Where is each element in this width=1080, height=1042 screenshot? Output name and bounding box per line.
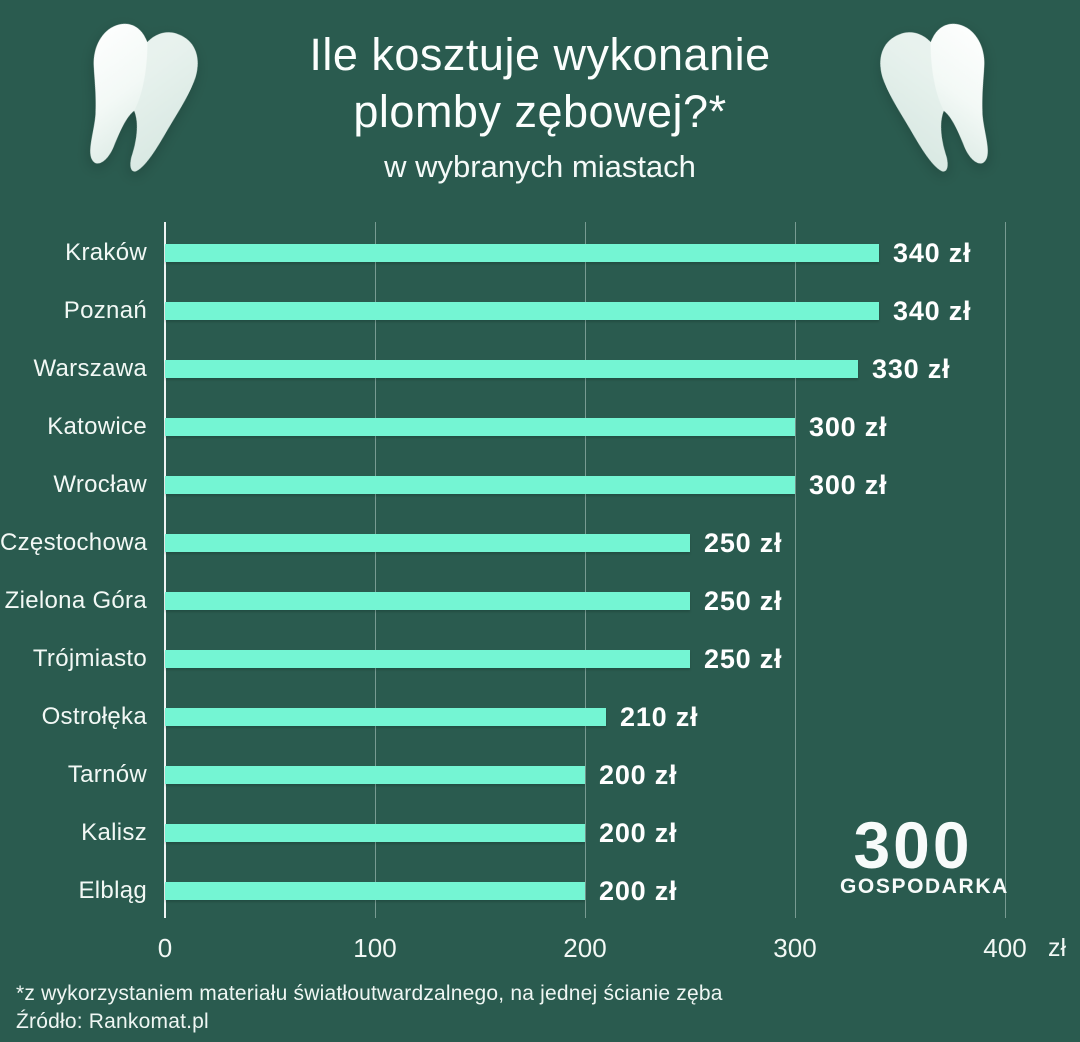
bar (165, 766, 585, 784)
x-tick-label: 300 (773, 933, 817, 963)
bar-value-label: 210 zł (620, 702, 699, 732)
bar-value-label: 250 zł (704, 528, 783, 558)
logo-name: GOSPODARKA (840, 875, 1009, 898)
category-label: Warszawa (33, 355, 147, 382)
category-label: Częstochowa (0, 529, 148, 556)
x-axis-unit-label: zł (1047, 934, 1067, 962)
category-label: Trójmiasto (32, 645, 147, 672)
bar (165, 650, 690, 668)
category-label: Kraków (65, 239, 147, 266)
tooth-icon (880, 23, 988, 172)
bar-value-label: 250 zł (704, 644, 783, 674)
bar-row: Trójmiasto 250 zł (0, 630, 1080, 688)
bar (165, 418, 795, 436)
bar-row: Katowice 300 zł (0, 398, 1080, 456)
tooth-icon (90, 23, 198, 172)
bar-row: Częstochowa 250 zł (0, 514, 1080, 572)
x-tick-label: 0 (157, 933, 173, 963)
category-label: Kalisz (81, 819, 147, 846)
bar (165, 244, 879, 262)
bar-value-label: 340 zł (893, 238, 972, 268)
bar-row: Warszawa 330 zł (0, 340, 1080, 398)
page-subtitle: w wybranych miastach (384, 149, 696, 184)
bar (165, 824, 585, 842)
bar-value-label: 250 zł (704, 586, 783, 616)
category-label: Poznań (63, 297, 147, 324)
bar-row: Elbląg 200 zł (0, 862, 1080, 920)
bar-value-label: 300 zł (809, 412, 888, 442)
bar-row: Ostrołęka 210 zł (0, 688, 1080, 746)
title-block: Ile kosztuje wykonanie plomby zębowej?* … (0, 26, 1080, 187)
page-title-line2: plomby zębowej?* (353, 86, 727, 137)
bar-row: Kraków 340 zł (0, 224, 1080, 282)
bar (165, 882, 585, 900)
x-tick-label: 100 (353, 933, 397, 963)
bar-row: Poznań 340 zł (0, 282, 1080, 340)
x-tick-label: 200 (563, 933, 607, 963)
bar (165, 708, 606, 726)
logo-number: 300 (853, 808, 973, 882)
bar-value-label: 200 zł (599, 876, 678, 906)
bar-value-label: 340 zł (893, 296, 972, 326)
category-label: Tarnów (67, 761, 147, 788)
bar-value-label: 330 zł (872, 354, 951, 384)
source-text: Źródło: Rankomat.pl (16, 1010, 209, 1033)
x-tick-label: 400 (983, 933, 1027, 963)
gridline (795, 222, 796, 918)
bar-value-label: 200 zł (599, 818, 678, 848)
bar-row: Tarnów 200 zł (0, 746, 1080, 804)
footnote-text: *z wykorzystaniem materiału światłoutwar… (16, 982, 723, 1005)
bar (165, 302, 879, 320)
bar-row: Zielona Góra 250 zł (0, 572, 1080, 630)
bar (165, 476, 795, 494)
category-label: Katowice (47, 413, 147, 440)
category-label: Wrocław (53, 471, 147, 498)
bar-value-label: 300 zł (809, 470, 888, 500)
category-label: Ostrołęka (41, 703, 147, 730)
gridline (1005, 222, 1006, 918)
y-axis-line (164, 222, 166, 918)
x-axis: zł 0 100 200 300 400 (0, 933, 1080, 967)
bar-value-label: 200 zł (599, 760, 678, 790)
bar-row: Kalisz 200 zł (0, 804, 1080, 862)
gridline (375, 222, 376, 918)
page-title-line1: Ile kosztuje wykonanie (309, 29, 771, 80)
logo-300gospodarka: 300 GOSPODARKA (840, 808, 1009, 899)
category-label: Elbląg (78, 877, 147, 904)
gridline (585, 222, 586, 918)
category-label: Zielona Góra (4, 587, 147, 614)
bar (165, 534, 690, 552)
bar (165, 592, 690, 610)
bar (165, 360, 858, 378)
bar-row: Wrocław 300 zł (0, 456, 1080, 514)
